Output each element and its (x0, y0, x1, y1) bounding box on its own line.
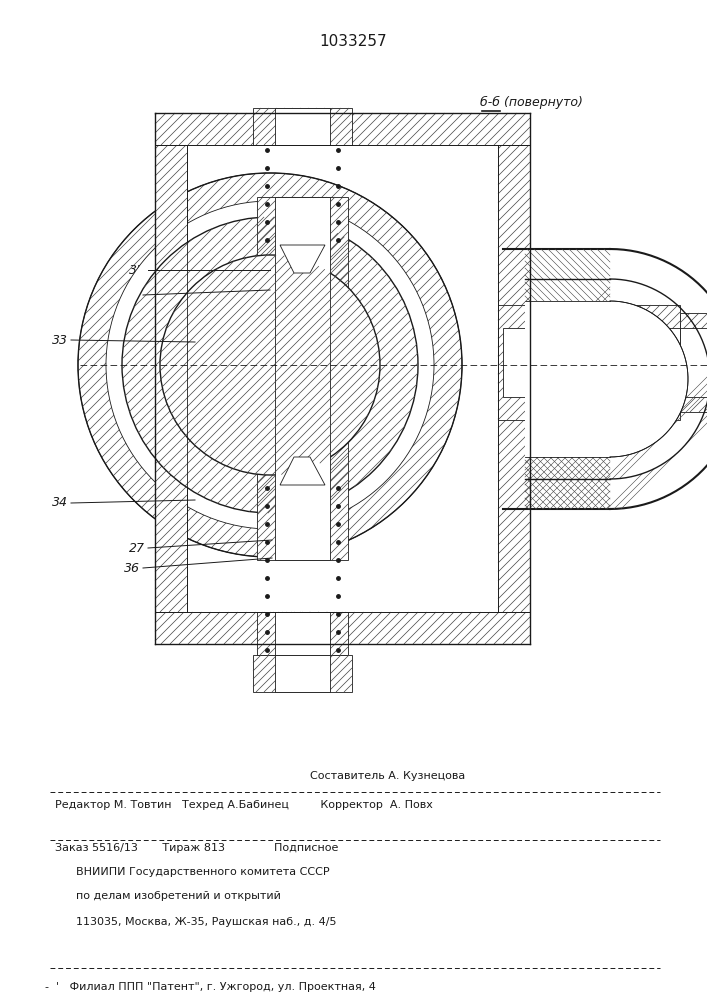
Text: по делам изобретений и открытий: по делам изобретений и открытий (55, 891, 281, 901)
Text: б-б (повернуто): б-б (повернуто) (480, 95, 583, 109)
Bar (155, 113, 530, 145)
Text: -  '   Филиал ППП "Патент", г. Ужгород, ул. Проектная, 4: - ' Филиал ППП "Патент", г. Ужгород, ул.… (45, 982, 376, 992)
Bar (275, 108, 330, 145)
Text: 27: 27 (129, 542, 145, 554)
Polygon shape (280, 457, 325, 485)
Circle shape (160, 255, 380, 475)
Bar (498, 305, 525, 420)
Polygon shape (280, 245, 325, 273)
Text: Заказ 5516/13       Тираж 813              Подписное: Заказ 5516/13 Тираж 813 Подписное (55, 843, 339, 853)
Text: ВНИИПИ Государственного комитета СССР: ВНИИПИ Государственного комитета СССР (55, 867, 329, 877)
Bar (680, 313, 707, 412)
Text: Фиг. 3: Фиг. 3 (287, 633, 333, 647)
Circle shape (122, 217, 418, 513)
Bar (155, 612, 530, 644)
Text: 113035, Москва, Ж-35, Раушская наб., д. 4/5: 113035, Москва, Ж-35, Раушская наб., д. … (55, 917, 337, 927)
Text: 35: 35 (129, 263, 145, 276)
Bar (253, 108, 352, 145)
Text: 33: 33 (52, 334, 68, 347)
Bar (257, 612, 348, 655)
Bar (257, 197, 348, 560)
Bar (275, 612, 330, 655)
Text: Редактор М. Товтин   Техред А.Бабинец         Корректор  А. Повх: Редактор М. Товтин Техред А.Бабинец Корр… (55, 800, 433, 810)
Bar (275, 655, 330, 692)
Bar (155, 145, 187, 612)
Text: 36: 36 (124, 562, 140, 574)
Circle shape (78, 173, 462, 557)
Text: 26: 26 (124, 288, 140, 302)
Circle shape (106, 201, 434, 529)
Bar (253, 655, 352, 692)
Text: Составитель А. Кузнецова: Составитель А. Кузнецова (310, 771, 465, 781)
Bar (525, 305, 680, 420)
Text: 34: 34 (52, 496, 68, 510)
Bar (503, 328, 525, 397)
Bar (525, 328, 680, 397)
Bar (498, 145, 530, 612)
Bar (275, 197, 330, 560)
Text: 1033257: 1033257 (319, 34, 387, 49)
Polygon shape (525, 301, 688, 457)
Bar (680, 328, 707, 397)
